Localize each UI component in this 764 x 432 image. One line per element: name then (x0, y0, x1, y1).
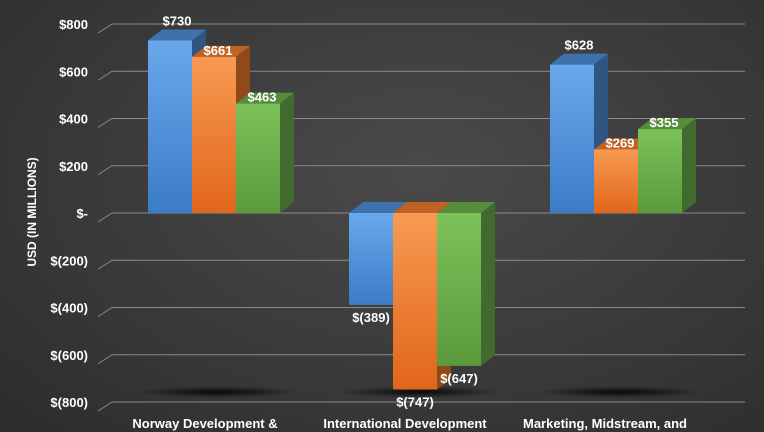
bar-side-face (682, 118, 696, 213)
data-label: $(647) (440, 371, 478, 386)
group-shadow (339, 386, 499, 398)
gridline (97, 70, 745, 81)
bar-front-face (393, 213, 437, 390)
bar-front-face (437, 213, 481, 366)
bar-front-face (638, 129, 682, 213)
bar-front-face (594, 149, 638, 213)
bar-front-face (148, 40, 192, 213)
gridline (97, 23, 745, 34)
y-tick-label: $(200) (50, 253, 88, 268)
x-tick-label: Marketing, Midstream, and (523, 416, 687, 431)
bar-front-face (236, 103, 280, 213)
group-shadow (540, 386, 700, 398)
data-label: $355 (650, 115, 679, 130)
y-tick-label: $200 (59, 159, 88, 174)
data-label: $463 (248, 90, 277, 105)
group-shadow (138, 386, 298, 398)
bar-front-face (550, 64, 594, 213)
gridline (97, 354, 745, 365)
bar-top-face (148, 29, 206, 41)
bar-top-face (349, 202, 407, 213)
bar (638, 118, 696, 213)
bar-front-face (192, 56, 236, 214)
bar-top-face (437, 202, 495, 213)
data-label: $(747) (396, 394, 434, 409)
x-tick-label: International Development (323, 416, 487, 431)
data-label: $269 (606, 135, 635, 150)
bar-top-face (393, 202, 451, 213)
bar-side-face (280, 92, 294, 213)
y-tick-label: $400 (59, 112, 88, 127)
y-tick-label: $600 (59, 64, 88, 79)
data-label: $730 (163, 14, 192, 29)
bar-front-face (349, 213, 393, 305)
bar-top-face (594, 138, 652, 150)
gridline (97, 118, 745, 128)
gridline (97, 307, 745, 317)
data-label: $(389) (352, 310, 390, 325)
bar-side-face (481, 202, 495, 366)
bar (437, 202, 495, 366)
data-label: $661 (204, 43, 233, 58)
bar-top-face (192, 45, 250, 57)
bar-top-face (638, 118, 696, 130)
bar-top-face (550, 53, 608, 65)
data-label: $628 (565, 38, 594, 53)
y-tick-label: $(400) (50, 301, 88, 316)
y-tick-label: $(800) (50, 395, 88, 410)
y-axis-title: USD (IN MILLIONS) (25, 157, 39, 266)
bar (236, 92, 294, 213)
x-tick-label: Norway Development & (132, 416, 277, 431)
y-tick-label: $- (76, 206, 88, 221)
gridline (97, 212, 745, 223)
gridline (97, 165, 745, 176)
bar-top-face (236, 92, 294, 104)
gridline (97, 401, 745, 412)
y-tick-label: $800 (59, 17, 88, 32)
y-tick-label: $(600) (50, 348, 88, 363)
gridline (97, 259, 745, 270)
